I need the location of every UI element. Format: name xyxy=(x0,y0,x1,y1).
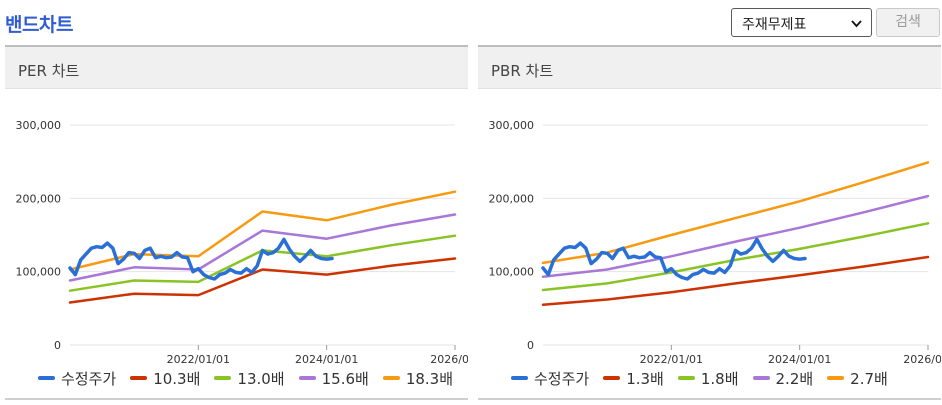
legend-swatch xyxy=(752,376,770,380)
series-line-b3 xyxy=(541,194,930,279)
x-tick-label: 2024/01/01 xyxy=(295,353,358,365)
per-chart-header: PER 차트 xyxy=(5,45,468,89)
x-tick-label: 2022/01/01 xyxy=(640,353,703,365)
legend-label: 10.3배 xyxy=(153,370,201,388)
pbr-chart-panel: PBR 차트 300,000 200,000 100,000 0 2022/01/01 2… xyxy=(478,45,941,400)
series-line-b1 xyxy=(68,257,457,304)
legend-label: 18.3배 xyxy=(405,370,454,388)
per-chart-panel: PER 차트 300,000 200,000 100,000 0 2022/01/01 2… xyxy=(5,45,468,400)
statement-type-select[interactable]: 주재무제표 xyxy=(731,8,872,37)
search-button[interactable]: 검색 xyxy=(876,8,940,37)
x-tick-label: 2024/01/01 xyxy=(768,353,831,365)
legend-swatch xyxy=(298,376,316,380)
legend-label: 15.6배 xyxy=(321,370,369,388)
page-title: 밴드차트 xyxy=(5,14,73,36)
pbr-chart-plot: 300,000 200,000 100,000 0 2022/01/01 2024/01/… xyxy=(489,119,942,365)
x-tick-label: 2026/01/ xyxy=(903,353,941,365)
legend-label: 2.7배 xyxy=(850,370,888,388)
chevron-down-icon xyxy=(851,20,862,28)
legend-swatch xyxy=(603,376,621,380)
y-tick-label: 100,000 xyxy=(489,266,535,279)
y-tick-label: 100,000 xyxy=(16,266,62,279)
y-tick-label: 0 xyxy=(527,339,534,352)
legend-swatch xyxy=(827,376,845,380)
legend-label: 13.0배 xyxy=(237,370,285,388)
pbr-chart-header: PBR 차트 xyxy=(478,45,941,89)
series-line-b4 xyxy=(541,161,930,265)
legend-swatch xyxy=(38,376,55,380)
legend-label: 수정주가 xyxy=(61,370,117,388)
legend-swatch xyxy=(214,376,232,380)
pbr-chart-title: PBR 차트 xyxy=(491,62,554,80)
per-chart-plot: 300,000 200,000 100,000 0 2022/01/01 2024/01/… xyxy=(16,119,469,365)
y-tick-label: 200,000 xyxy=(16,192,62,205)
pbr-chart-legend: 수정주가 1.3배 1.8배 2.2배 2.7배 xyxy=(478,367,941,389)
series-line-b3 xyxy=(68,213,457,282)
legend-swatch xyxy=(382,376,400,380)
x-tick-label: 2022/01/01 xyxy=(167,353,230,365)
series-line-b2 xyxy=(68,234,457,292)
per-chart-title: PER 차트 xyxy=(18,62,80,80)
series-line-b1 xyxy=(541,255,930,306)
panel-bottom-rule xyxy=(478,398,941,400)
legend-label: 1.3배 xyxy=(626,370,664,388)
per-chart-legend: 수정주가 10.3배 13.0배 15.6배 18.3배 xyxy=(5,367,468,389)
y-tick-label: 200,000 xyxy=(489,192,535,205)
legend-swatch xyxy=(677,376,695,380)
statement-type-value: 주재무제표 xyxy=(742,17,807,33)
series-line-price xyxy=(541,237,807,281)
x-tick-label: 2026/01/ xyxy=(430,353,468,365)
legend-label: 수정주가 xyxy=(534,370,590,388)
y-tick-label: 300,000 xyxy=(16,119,62,132)
series-line-b2 xyxy=(541,222,930,292)
y-tick-label: 300,000 xyxy=(489,119,535,132)
legend-swatch xyxy=(511,376,528,380)
y-tick-label: 0 xyxy=(54,339,61,352)
panel-bottom-rule xyxy=(5,398,468,400)
legend-label: 1.8배 xyxy=(700,370,739,388)
legend-label: 2.2배 xyxy=(775,370,814,388)
series-line-price xyxy=(68,237,334,281)
legend-swatch xyxy=(130,376,148,380)
